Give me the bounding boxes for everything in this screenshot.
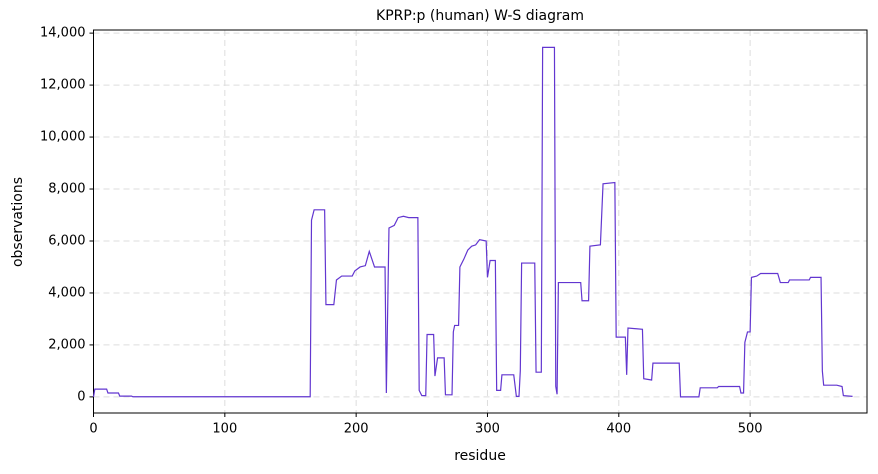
y-tick-label: 0 xyxy=(77,389,85,404)
y-axis-label: observations xyxy=(10,177,26,267)
y-tick-label: 14,000 xyxy=(40,26,86,41)
y-tick-label: 2,000 xyxy=(48,337,85,352)
y-tick-label: 4,000 xyxy=(48,285,85,300)
x-axis-label: residue xyxy=(454,448,506,464)
y-tick-label: 12,000 xyxy=(40,78,86,93)
y-tick-label: 6,000 xyxy=(48,233,85,248)
plot-frame xyxy=(93,29,868,414)
y-tick-label: 10,000 xyxy=(40,130,86,145)
chart-title: KPRP:p (human) W-S diagram xyxy=(376,8,584,24)
x-tick-label: 100 xyxy=(212,422,237,437)
y-tick-label: 8,000 xyxy=(48,182,85,197)
x-tick-label: 400 xyxy=(606,422,631,437)
x-tick-label: 300 xyxy=(475,422,500,437)
x-tick-label: 200 xyxy=(344,422,369,437)
data-line xyxy=(92,46,853,398)
x-tick-label: 0 xyxy=(89,422,97,437)
x-tick-label: 500 xyxy=(738,422,763,437)
